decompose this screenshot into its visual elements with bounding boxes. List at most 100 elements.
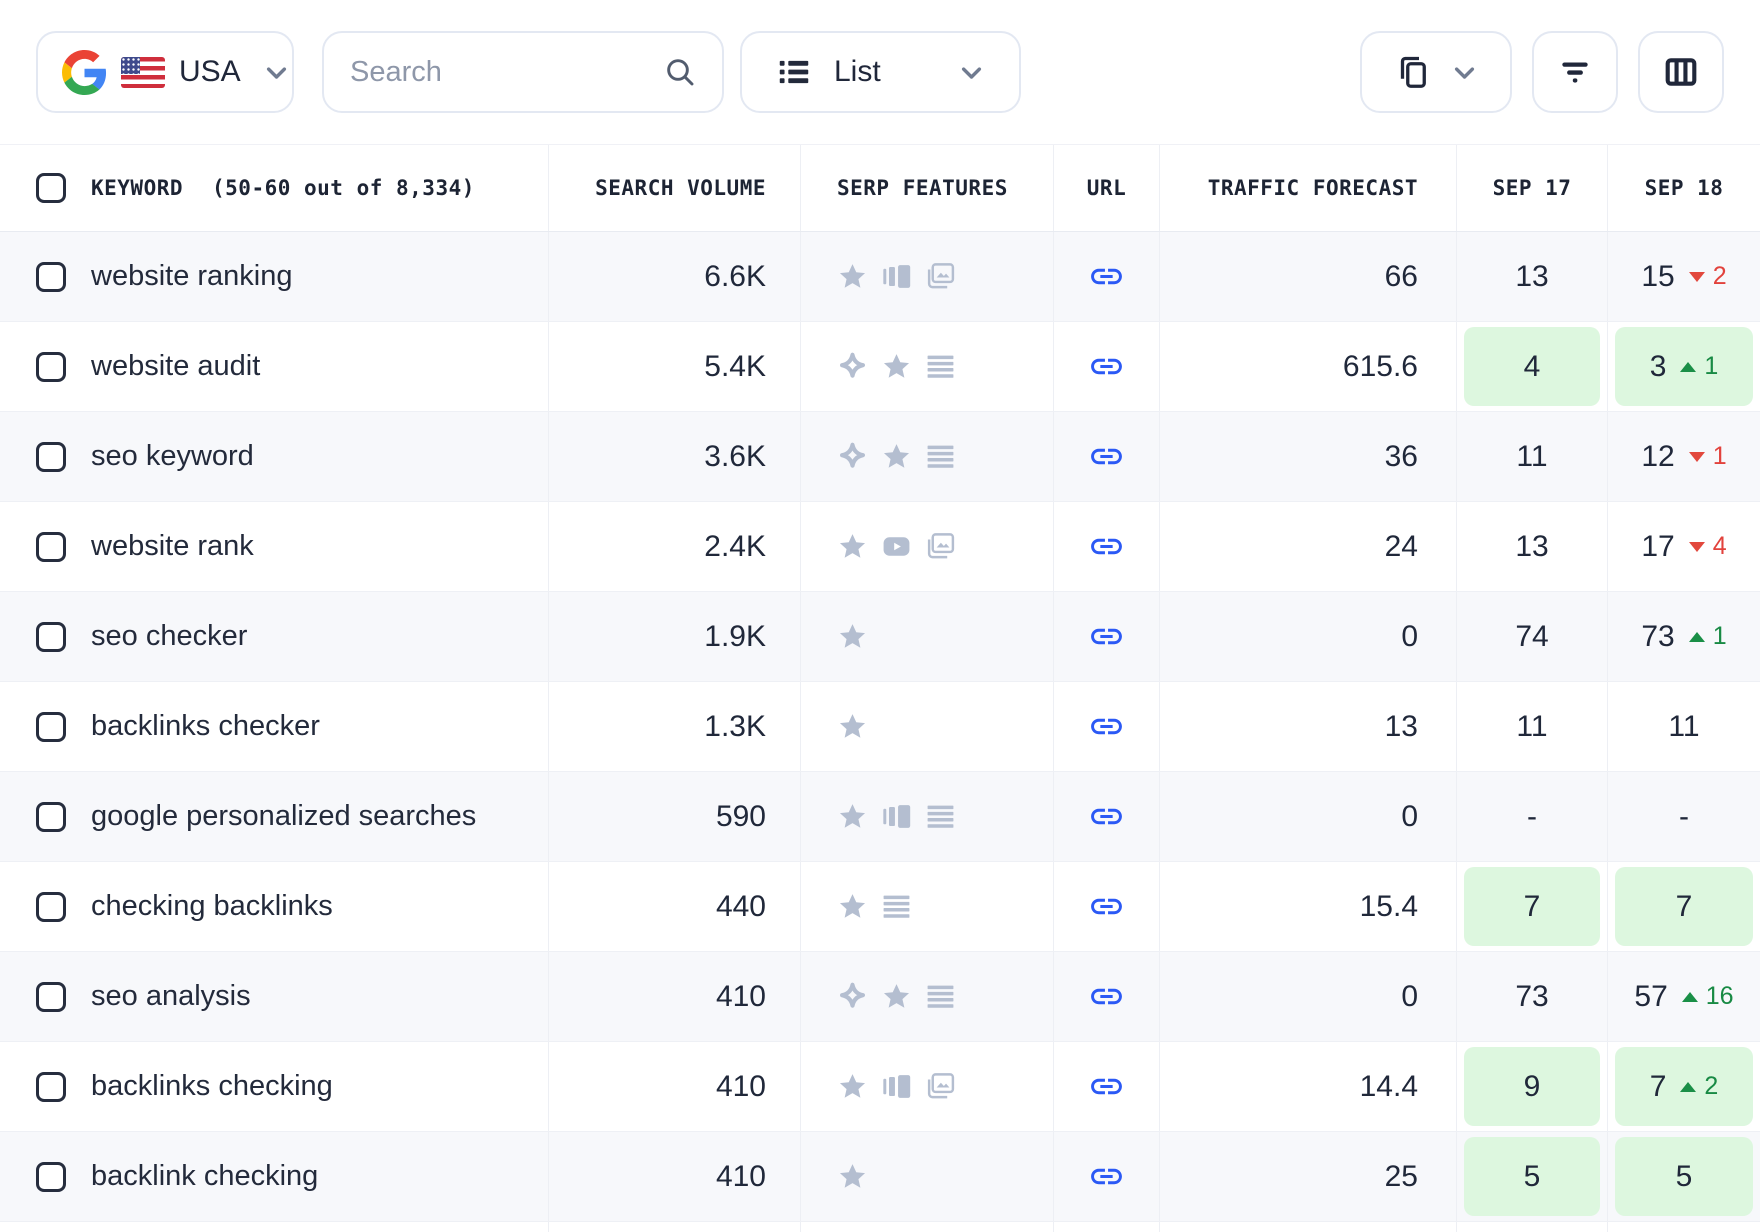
position-value: 17: [1641, 529, 1675, 563]
usa-flag-icon: [121, 56, 165, 88]
snippet-icon: [925, 351, 956, 382]
export-copy-button[interactable]: [1360, 31, 1512, 113]
star-icon: [837, 531, 868, 562]
keyword-label[interactable]: seo checker: [91, 620, 248, 652]
position-delta: 2: [1688, 262, 1727, 291]
chevron-down-icon: [958, 59, 985, 86]
link-icon[interactable]: [1088, 798, 1125, 835]
serp-features-cell: [800, 952, 1053, 1041]
keyword-label[interactable]: backlinks checking: [91, 1070, 333, 1102]
url-cell: [1053, 322, 1159, 411]
star-icon: [837, 711, 868, 742]
sep17-cell: 73: [1456, 952, 1607, 1041]
position-delta: 1: [1680, 352, 1718, 381]
row-checkbox[interactable]: [36, 891, 66, 922]
traffic-forecast-header[interactable]: TRAFFIC FORECAST: [1159, 145, 1456, 231]
link-icon[interactable]: [1088, 1158, 1125, 1195]
arrow-down-icon: [1688, 271, 1705, 282]
position-value: 13: [1515, 529, 1549, 563]
country-label: USA: [179, 55, 241, 88]
row-checkbox[interactable]: [36, 711, 66, 742]
position-value: 11: [1516, 439, 1548, 473]
arrow-up-icon: [1680, 1081, 1697, 1092]
traffic-forecast-cell: 24: [1159, 502, 1456, 591]
link-icon[interactable]: [1088, 888, 1125, 925]
position-value: 11: [1516, 709, 1548, 743]
sparkle-icon: [837, 351, 868, 382]
keyword-cell: seo analysis: [0, 952, 548, 1041]
search-input[interactable]: [350, 55, 630, 89]
row-checkbox[interactable]: [36, 531, 66, 562]
keyword-label[interactable]: seo keyword: [91, 440, 254, 472]
image-pack-icon: [925, 261, 956, 292]
keyword-label[interactable]: google personalized searches: [91, 800, 477, 832]
url-header[interactable]: URL: [1053, 145, 1159, 231]
table-row: backlink checking 410 25 5 5: [0, 1132, 1760, 1222]
keyword-label[interactable]: backlinks checker: [91, 710, 320, 742]
position-highlight: [1464, 867, 1600, 946]
serp-features-header[interactable]: SERP FEATURES: [800, 145, 1053, 231]
keyword-label[interactable]: backlink checking: [91, 1160, 319, 1192]
keyword-cell: website audit: [0, 322, 548, 411]
keyword-header[interactable]: KEYWORD: [91, 176, 184, 200]
serp-features-cell: [800, 322, 1053, 411]
star-icon: [881, 441, 912, 472]
position-value: 73: [1515, 979, 1549, 1013]
link-icon[interactable]: [1088, 978, 1125, 1015]
traffic-forecast-cell: 13: [1159, 682, 1456, 771]
sep17-cell: 11: [1456, 682, 1607, 771]
keyword-label[interactable]: website rank: [91, 530, 254, 562]
row-checkbox[interactable]: [36, 1071, 66, 1102]
link-icon[interactable]: [1088, 1068, 1125, 1105]
link-icon[interactable]: [1088, 348, 1125, 385]
row-checkbox[interactable]: [36, 801, 66, 832]
columns-button[interactable]: [1638, 31, 1724, 113]
row-checkbox[interactable]: [36, 621, 66, 652]
row-checkbox[interactable]: [36, 1161, 66, 1192]
snippet-icon: [925, 801, 956, 832]
position-value: 3: [1649, 349, 1667, 383]
position-delta: 4: [1688, 532, 1727, 561]
position-value: -: [1679, 799, 1689, 833]
search-box[interactable]: [322, 31, 724, 113]
star-icon: [837, 1161, 868, 1192]
sep18-header[interactable]: SEP 18: [1607, 145, 1760, 231]
traffic-forecast-cell: 15.4: [1159, 862, 1456, 951]
position-value: -: [1527, 799, 1537, 833]
link-icon[interactable]: [1088, 438, 1125, 475]
keyword-label[interactable]: seo analysis: [91, 980, 251, 1012]
sep17-cell: 74: [1456, 592, 1607, 681]
search-volume-cell: 440: [548, 862, 800, 951]
keyword-label[interactable]: website ranking: [91, 260, 293, 292]
row-checkbox[interactable]: [36, 981, 66, 1012]
sep17-header[interactable]: SEP 17: [1456, 145, 1607, 231]
arrow-down-icon: [1688, 541, 1705, 552]
keyword-label[interactable]: website audit: [91, 350, 261, 382]
select-all-checkbox[interactable]: [36, 173, 66, 203]
star-icon: [837, 261, 868, 292]
carousel-icon: [881, 261, 912, 292]
position-value: 74: [1515, 619, 1549, 653]
traffic-forecast-cell: 0: [1159, 772, 1456, 861]
filter-button[interactable]: [1532, 31, 1618, 113]
link-icon[interactable]: [1088, 528, 1125, 565]
search-volume-cell: 2.4K: [548, 502, 800, 591]
row-checkbox[interactable]: [36, 261, 66, 292]
search-volume-header[interactable]: SEARCH VOLUME: [548, 145, 800, 231]
link-icon[interactable]: [1088, 258, 1125, 295]
arrow-up-icon: [1688, 631, 1705, 642]
row-checkbox[interactable]: [36, 351, 66, 382]
search-volume-cell: 5.4K: [548, 322, 800, 411]
link-icon[interactable]: [1088, 708, 1125, 745]
table-row-partial: [0, 1222, 1760, 1232]
link-icon[interactable]: [1088, 618, 1125, 655]
keyword-cell: seo keyword: [0, 412, 548, 501]
keyword-label[interactable]: checking backlinks: [91, 890, 333, 922]
snippet-icon: [925, 441, 956, 472]
row-checkbox[interactable]: [36, 441, 66, 472]
keyword-cell: checking backlinks: [0, 862, 548, 951]
carousel-icon: [881, 1071, 912, 1102]
country-selector[interactable]: USA: [36, 31, 294, 113]
view-selector[interactable]: List: [740, 31, 1021, 113]
